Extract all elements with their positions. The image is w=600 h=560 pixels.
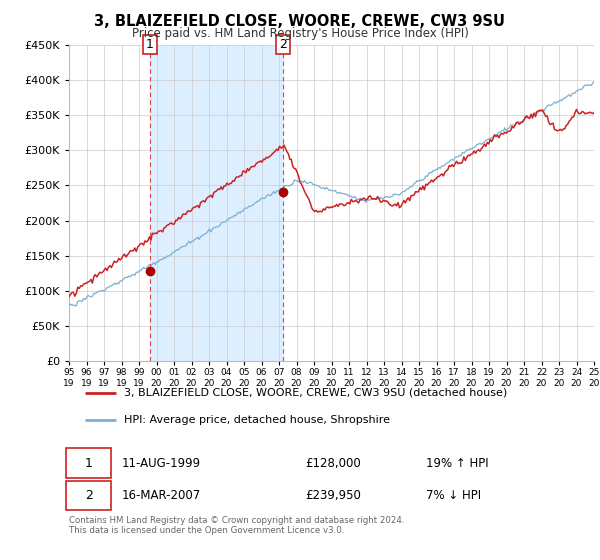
- FancyBboxPatch shape: [67, 449, 111, 478]
- Text: 2: 2: [279, 38, 287, 52]
- Text: 7% ↓ HPI: 7% ↓ HPI: [426, 489, 481, 502]
- Text: Price paid vs. HM Land Registry's House Price Index (HPI): Price paid vs. HM Land Registry's House …: [131, 27, 469, 40]
- Text: 11-AUG-1999: 11-AUG-1999: [121, 457, 200, 470]
- Text: 1: 1: [146, 38, 154, 52]
- Text: 16-MAR-2007: 16-MAR-2007: [121, 489, 201, 502]
- Text: £128,000: £128,000: [305, 457, 361, 470]
- FancyBboxPatch shape: [67, 480, 111, 510]
- Text: £239,950: £239,950: [305, 489, 361, 502]
- Text: 19% ↑ HPI: 19% ↑ HPI: [426, 457, 488, 470]
- Text: This data is licensed under the Open Government Licence v3.0.: This data is licensed under the Open Gov…: [69, 526, 344, 535]
- Text: 2: 2: [85, 489, 92, 502]
- Text: 1: 1: [85, 457, 92, 470]
- Bar: [150, 45, 283, 361]
- Text: Contains HM Land Registry data © Crown copyright and database right 2024.: Contains HM Land Registry data © Crown c…: [69, 516, 404, 525]
- Text: 3, BLAIZEFIELD CLOSE, WOORE, CREWE, CW3 9SU (detached house): 3, BLAIZEFIELD CLOSE, WOORE, CREWE, CW3 …: [124, 388, 508, 398]
- Text: HPI: Average price, detached house, Shropshire: HPI: Average price, detached house, Shro…: [124, 415, 390, 425]
- Text: 3, BLAIZEFIELD CLOSE, WOORE, CREWE, CW3 9SU: 3, BLAIZEFIELD CLOSE, WOORE, CREWE, CW3 …: [95, 14, 505, 29]
